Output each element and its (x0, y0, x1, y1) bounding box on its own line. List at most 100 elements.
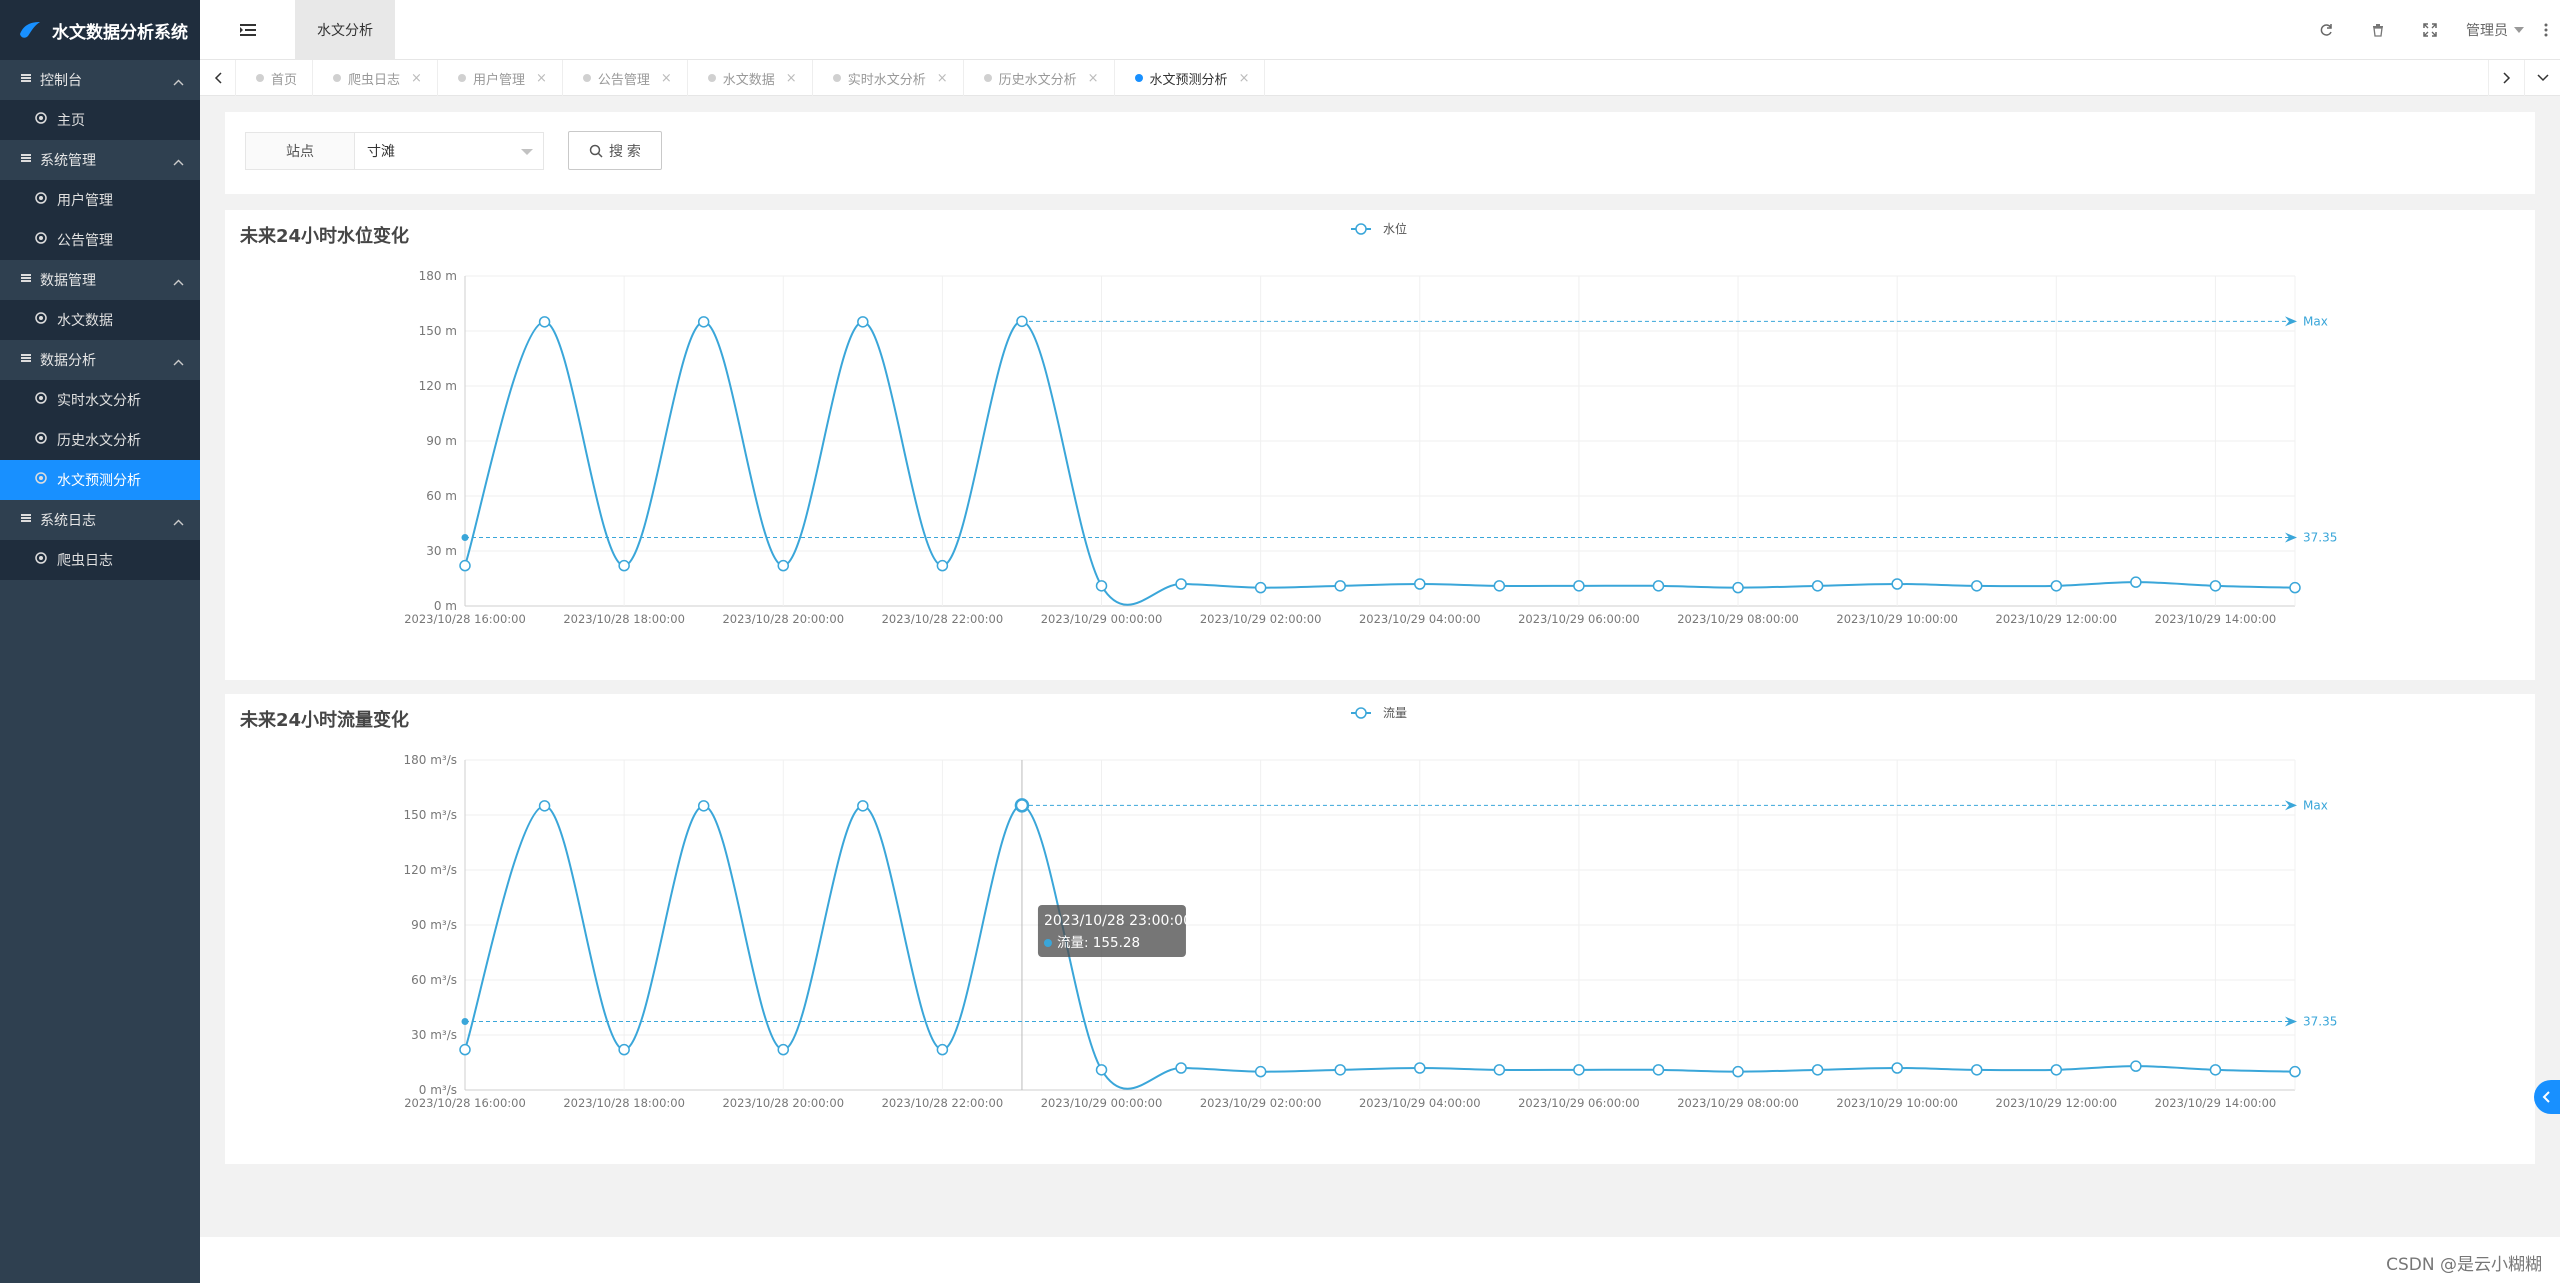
data-point[interactable] (1334, 580, 1346, 592)
data-point[interactable] (2289, 1065, 2301, 1078)
data-point[interactable] (1891, 1062, 1903, 1074)
x-tick-label: 2023/10/29 12:00:00 (1996, 1096, 2118, 1110)
data-point[interactable] (697, 316, 710, 328)
tab-close-icon[interactable]: × (411, 70, 422, 86)
tab-close-icon[interactable]: × (1087, 70, 1099, 86)
data-point[interactable] (2209, 580, 2222, 592)
data-point[interactable] (2050, 1064, 2063, 1076)
y-tick-label: 180 m³/s (403, 753, 457, 767)
data-point[interactable] (1811, 1064, 1824, 1076)
data-point[interactable] (1573, 580, 1585, 592)
flow-chart[interactable]: 流量 0 m³/s 30 m³/s 60 m³/s 90 m³/s 120 m³/s 150… (225, 694, 2535, 1164)
side-float-toggle[interactable] (2534, 1080, 2560, 1114)
data-point[interactable] (857, 316, 869, 328)
sidebar-item-4-0[interactable]: 爬虫日志 (0, 540, 200, 580)
sidebar-item-3-2[interactable]: 水文预测分析 (0, 460, 200, 500)
data-point[interactable] (538, 800, 551, 812)
sidebar-item-3-0[interactable]: 实时水文分析 (0, 380, 200, 420)
page-tab-3[interactable]: 公告管理 × (563, 60, 688, 96)
data-point[interactable] (1811, 580, 1824, 592)
data-point[interactable] (1732, 1065, 1744, 1078)
tabs-scroll-right-icon[interactable] (2488, 60, 2524, 96)
sidebar-group-4[interactable]: 系统日志 (0, 500, 200, 540)
tabs-scroll-left-icon[interactable] (200, 60, 236, 96)
data-point[interactable] (697, 800, 710, 812)
page-tab-7[interactable]: 水文预测分析 × (1115, 60, 1266, 96)
data-point[interactable] (936, 559, 949, 572)
data-point[interactable] (1095, 580, 1108, 592)
data-point[interactable] (618, 1043, 630, 1056)
data-point[interactable] (777, 559, 790, 572)
tab-close-icon[interactable]: × (660, 70, 672, 86)
data-point[interactable] (1414, 578, 1426, 590)
bullhorn-icon (35, 232, 47, 248)
data-point[interactable] (1016, 315, 1028, 328)
data-point[interactable] (1493, 1064, 1506, 1076)
tab-close-icon[interactable]: × (1238, 70, 1250, 86)
data-point[interactable] (538, 316, 551, 328)
fullscreen-icon[interactable] (2404, 23, 2456, 37)
data-point[interactable] (1334, 1064, 1346, 1076)
data-point[interactable] (459, 559, 471, 572)
tabs-more-chevron-down-icon[interactable] (2524, 60, 2560, 96)
refresh-icon[interactable] (2300, 23, 2352, 37)
sidebar-group-3[interactable]: 数据分析 (0, 340, 200, 380)
chart-legend[interactable]: 水位 (1351, 221, 1407, 236)
page-tab-label: 水文数据 (722, 72, 775, 88)
search-button[interactable]: 搜 索 (568, 131, 662, 170)
data-point[interactable] (777, 1043, 790, 1056)
data-point[interactable] (2050, 580, 2063, 592)
more-vertical-icon[interactable] (2532, 23, 2560, 37)
data-point[interactable] (1254, 581, 1267, 594)
sidebar-group-0[interactable]: 控制台 (0, 60, 200, 100)
page-tab-4[interactable]: 水文数据 × (688, 60, 813, 96)
data-point[interactable] (1175, 1062, 1187, 1074)
data-point[interactable] (1652, 580, 1665, 592)
module-tab[interactable]: 水文分析 (295, 0, 395, 60)
data-point[interactable] (459, 1043, 471, 1056)
chart-legend[interactable]: 流量 (1351, 706, 1407, 720)
tab-close-icon[interactable]: × (535, 70, 547, 86)
tab-close-icon[interactable]: × (936, 70, 948, 86)
data-point[interactable] (618, 559, 630, 572)
page-tab-5[interactable]: 实时水文分析 × (813, 60, 964, 96)
data-point[interactable] (1732, 581, 1744, 594)
sidebar-group-1[interactable]: 系统管理 (0, 140, 200, 180)
data-point[interactable] (936, 1043, 949, 1056)
page-tab-2[interactable]: 用户管理 × (438, 60, 563, 96)
water-level-chart[interactable]: 水位 0 m 30 m 60 m 90 m 120 m 150 m 180 m 2023/10/… (225, 210, 2535, 680)
data-point[interactable] (1014, 798, 1030, 813)
data-point[interactable] (2130, 1060, 2142, 1072)
tab-close-icon[interactable]: × (785, 70, 797, 86)
data-point[interactable] (1414, 1062, 1426, 1074)
page-tab-0[interactable]: 首页 (236, 60, 314, 96)
sidebar-item-1-1[interactable]: 公告管理 (0, 220, 200, 260)
sidebar-item-3-1[interactable]: 历史水文分析 (0, 420, 200, 460)
data-point[interactable] (1891, 578, 1903, 590)
data-point[interactable] (1970, 1064, 1983, 1076)
y-tick-label: 0 m³/s (419, 1083, 457, 1097)
trash-icon[interactable] (2352, 23, 2404, 37)
data-point[interactable] (1970, 580, 1983, 592)
sidebar-item-2-0[interactable]: 水文数据 (0, 300, 200, 340)
data-point[interactable] (1095, 1064, 1108, 1076)
sidebar-item-1-0[interactable]: 用户管理 (0, 180, 200, 220)
user-menu[interactable]: 管理员 (2456, 20, 2532, 40)
app-brand[interactable]: 水文数据分析系统 (0, 0, 200, 60)
data-point[interactable] (2289, 581, 2301, 594)
data-point[interactable] (857, 800, 869, 812)
data-point[interactable] (2130, 576, 2142, 588)
data-point[interactable] (1493, 580, 1506, 592)
page-tab-6[interactable]: 历史水文分析 × (964, 60, 1115, 96)
station-select[interactable]: 寸滩 (354, 132, 544, 170)
data-point[interactable] (1652, 1064, 1665, 1076)
sidebar-group-2[interactable]: 数据管理 (0, 260, 200, 300)
menu-toggle-icon[interactable] (240, 22, 256, 41)
page-tab-1[interactable]: 爬虫日志 × (313, 60, 438, 96)
sidebar-item-0-0[interactable]: 主页 (0, 100, 200, 140)
data-point[interactable] (1573, 1064, 1585, 1076)
y-tick-label: 60 m³/s (411, 973, 457, 987)
data-point[interactable] (1175, 578, 1187, 590)
data-point[interactable] (1254, 1065, 1267, 1078)
data-point[interactable] (2209, 1064, 2222, 1076)
